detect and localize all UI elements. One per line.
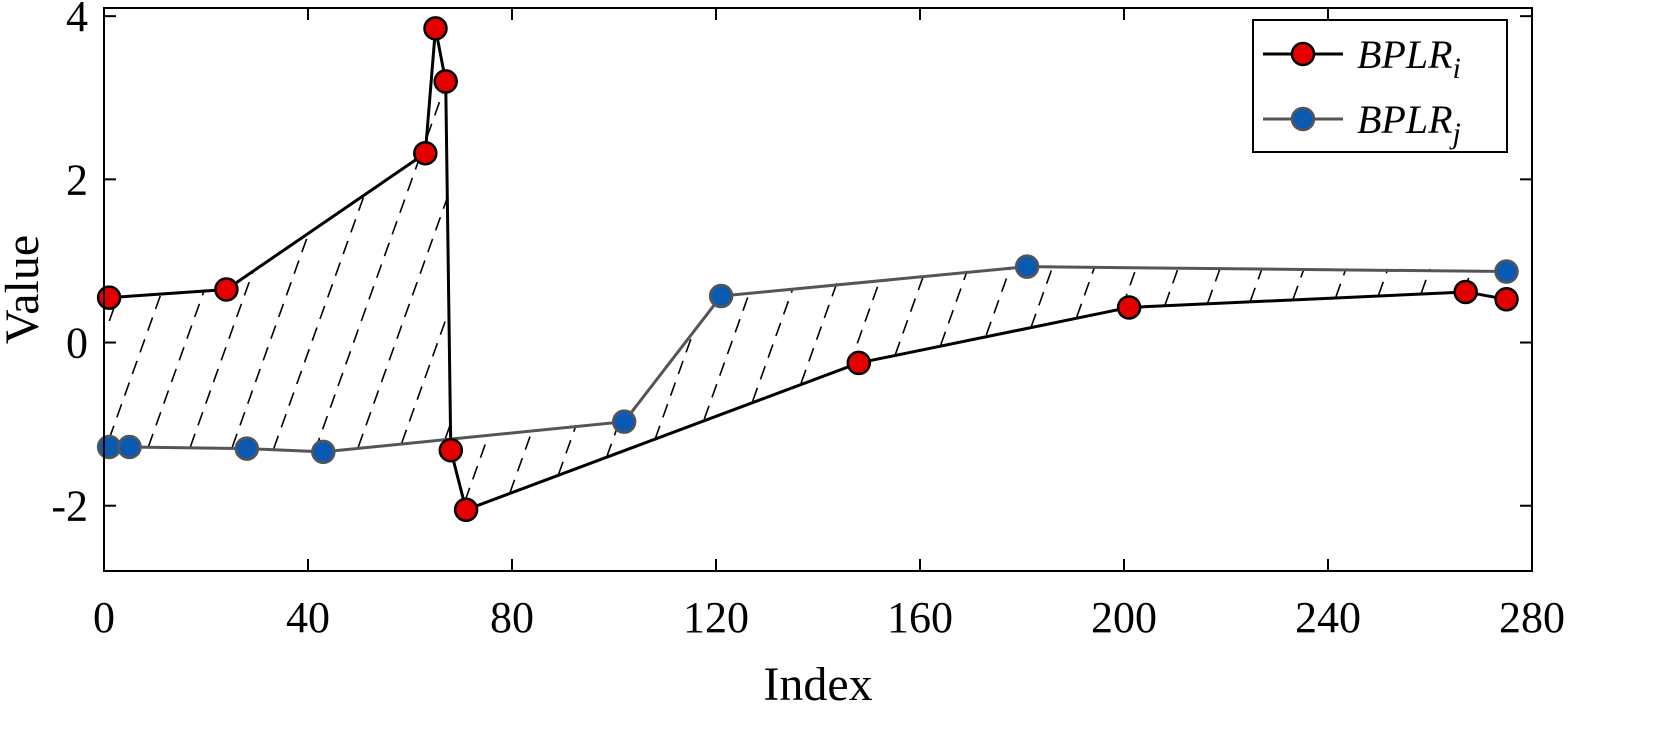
hatch-line [509, 428, 534, 494]
x-tick-label: 200 [1091, 593, 1157, 642]
hatch-fill [108, 82, 1508, 502]
data-point-i [423, 16, 448, 41]
x-tick-label: 240 [1295, 593, 1361, 642]
hatch-line [314, 154, 422, 452]
data-point-j [1014, 254, 1040, 279]
data-point-j [1494, 259, 1519, 284]
y-axis-title: Value [0, 235, 49, 344]
y-tick-label: 0 [66, 319, 88, 368]
data-point-i [413, 140, 438, 166]
data-point-j [234, 436, 260, 461]
series-markers [96, 16, 1519, 523]
hatch-line [444, 422, 452, 440]
data-point-i [846, 350, 872, 376]
y-tick-label: 2 [66, 155, 88, 204]
x-tick-label: 280 [1499, 593, 1565, 642]
hatch-line [557, 424, 577, 476]
data-point-i [96, 285, 122, 310]
y-tick-label: 4 [66, 0, 88, 41]
x-tick-label: 120 [683, 593, 749, 642]
hatch-line [848, 278, 882, 366]
hatch-line [1335, 268, 1347, 298]
legend-label: BPLRi [1357, 32, 1461, 85]
hatch-line [272, 194, 366, 450]
hatch-line [894, 274, 925, 356]
data-point-i [1116, 295, 1142, 320]
legend-marker [1290, 106, 1316, 132]
data-point-i [433, 69, 458, 94]
plot-frame [103, 7, 1533, 572]
legend-marker [1290, 41, 1316, 67]
x-tick-label: 160 [887, 593, 953, 642]
x-tick-label: 0 [93, 593, 115, 642]
hatch-line [1206, 266, 1222, 304]
data-point-i [214, 277, 239, 302]
hatch-line [1075, 266, 1096, 318]
hatch-line [147, 290, 205, 448]
data-point-j [117, 434, 142, 460]
data-point-i [453, 497, 479, 523]
x-tick-label: 40 [286, 593, 330, 642]
data-point-j [611, 409, 637, 434]
hatch-line [1420, 268, 1431, 294]
hatch-line [939, 270, 968, 346]
hatch-line [703, 292, 751, 420]
hatch-line [1164, 266, 1180, 306]
hatch-line [231, 232, 310, 448]
data-point-j [311, 439, 336, 465]
hatch-line [800, 282, 838, 384]
axis-ticks: 0 40 80 120 160 200 240 280 -2 0 2 4 [51, 0, 1565, 642]
hatch-line [357, 196, 449, 448]
hatch-line [985, 266, 1012, 336]
data-point-i [1453, 279, 1478, 305]
hatch-line [1377, 268, 1389, 296]
y-tick-label: -2 [51, 482, 88, 531]
hatch-line [1292, 268, 1305, 300]
hatch-line [400, 308, 451, 444]
legend-box [1252, 19, 1508, 153]
data-point-j [96, 434, 122, 460]
hatch-line [751, 288, 794, 402]
hatch-line [654, 330, 695, 440]
x-tick-label: 80 [490, 593, 534, 642]
x-axis-title: Index [763, 658, 872, 711]
hatch-line [464, 434, 490, 502]
legend-label: BPLRj [1357, 97, 1461, 150]
hatch-line [108, 292, 163, 440]
data-point-i [438, 437, 464, 463]
legend: BPLRi BPLRj [1252, 19, 1508, 153]
series-line-j [109, 265, 1507, 454]
hatch-line [189, 270, 254, 448]
hatch-line [1030, 264, 1055, 328]
data-point-j [708, 283, 734, 309]
data-point-i [1494, 287, 1519, 312]
hatch-line [1249, 268, 1263, 302]
